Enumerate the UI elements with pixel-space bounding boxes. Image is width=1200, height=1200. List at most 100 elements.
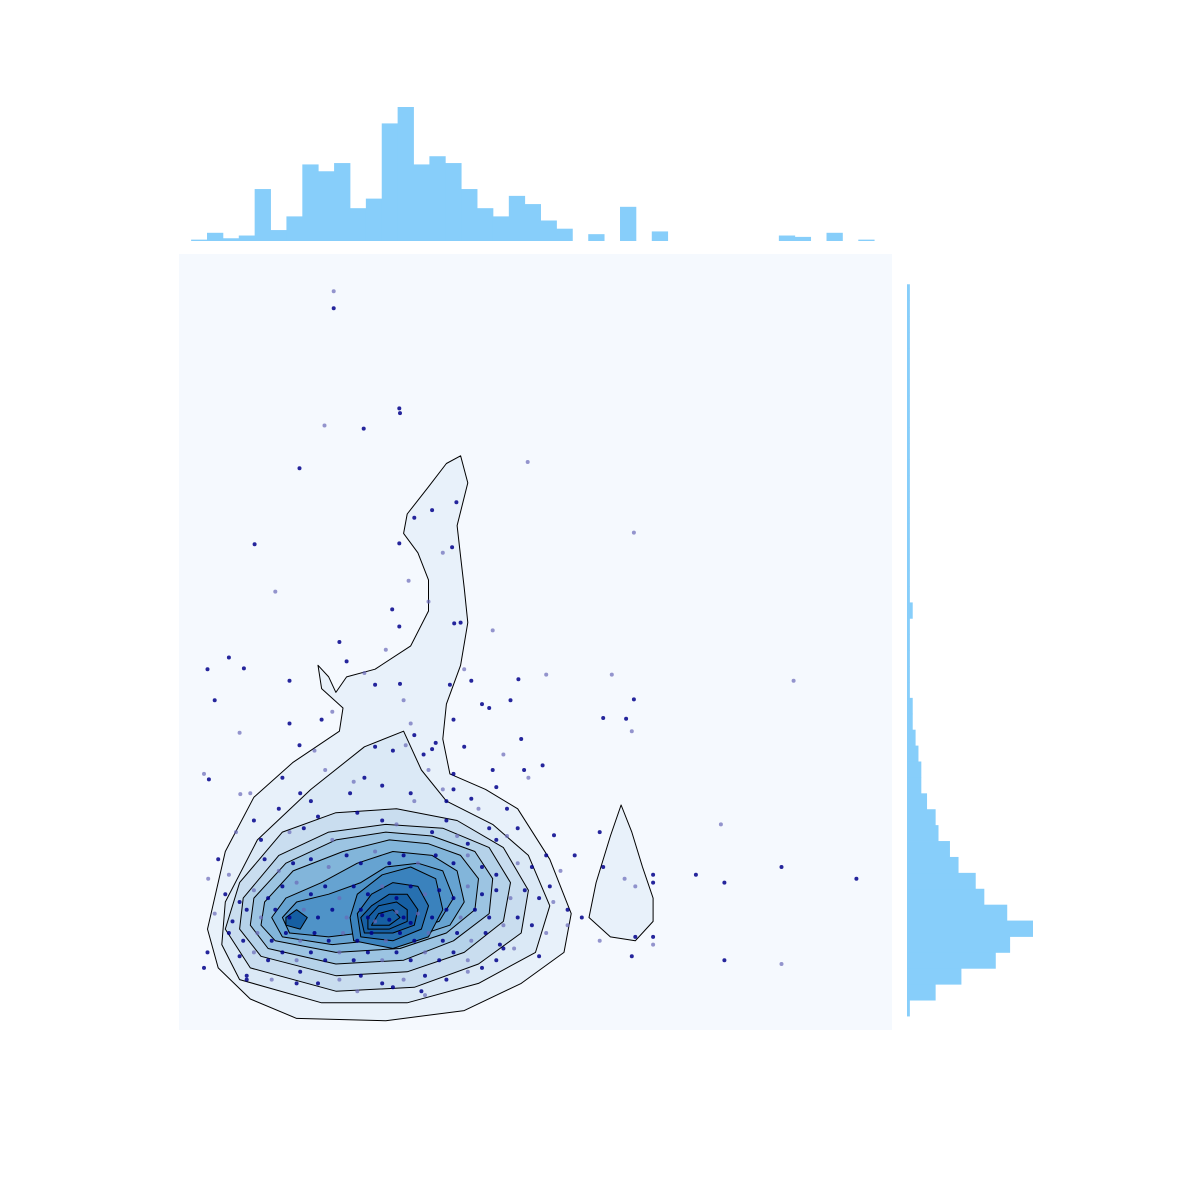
scatter-point — [401, 915, 406, 920]
scatter-point — [451, 717, 456, 722]
scatter-point — [440, 938, 445, 943]
right-histogram-bar — [907, 522, 910, 540]
scatter-point — [854, 876, 859, 881]
scatter-point — [398, 931, 402, 935]
scatter-point — [529, 865, 534, 869]
right-histogram-bar — [907, 1000, 910, 1017]
scatter-point — [552, 833, 556, 838]
scatter-point — [490, 628, 495, 633]
scatter-point — [437, 958, 442, 963]
scatter-point — [430, 830, 435, 835]
scatter-point — [480, 702, 484, 707]
scatter-point — [551, 900, 556, 904]
scatter-point — [412, 799, 417, 804]
scatter-point — [722, 958, 727, 963]
right-histogram-bar — [907, 856, 959, 874]
right-histogram-bar — [907, 888, 985, 906]
scatter-point — [294, 958, 299, 963]
scatter-point — [394, 950, 399, 955]
scatter-point — [362, 775, 367, 780]
scatter-point — [408, 884, 413, 889]
scatter-point — [308, 892, 313, 897]
top-histogram-bar — [477, 208, 494, 241]
scatter-point — [365, 950, 370, 955]
scatter-point — [515, 915, 520, 920]
scatter-point — [515, 861, 520, 866]
scatter-point — [273, 589, 278, 594]
top-histogram-bar — [794, 236, 812, 241]
scatter-point — [337, 950, 342, 955]
scatter-point — [508, 698, 513, 703]
scatter-point — [373, 744, 378, 749]
scatter-point — [412, 515, 417, 520]
scatter-point — [308, 799, 313, 804]
right-histogram-bar — [907, 602, 913, 619]
scatter-point — [444, 907, 449, 912]
scatter-point — [631, 530, 636, 535]
right-histogram-bar — [907, 411, 910, 428]
scatter-point — [505, 806, 509, 811]
scatter-point — [408, 791, 413, 796]
right-histogram-bar — [907, 347, 910, 365]
scatter-point — [206, 777, 211, 782]
scatter-point — [403, 743, 408, 748]
scatter-point — [526, 775, 531, 780]
scatter-point — [287, 721, 292, 726]
scatter-point — [365, 915, 370, 920]
scatter-point — [297, 466, 302, 471]
scatter-point — [401, 698, 406, 703]
right-histogram-bar — [907, 379, 910, 397]
scatter-point — [373, 849, 378, 854]
scatter-point — [397, 541, 402, 546]
top-histogram-bar — [826, 232, 843, 241]
scatter-point — [397, 624, 402, 629]
scatter-point — [331, 289, 336, 294]
scatter-point — [415, 861, 420, 866]
scatter-point — [501, 752, 506, 757]
scatter-point — [480, 865, 484, 869]
scatter-point — [259, 915, 263, 920]
right-histogram-bar — [907, 697, 913, 715]
right-histogram-bar — [907, 331, 910, 349]
scatter-point — [251, 888, 256, 893]
scatter-point — [273, 907, 278, 912]
right-histogram-bar — [907, 968, 962, 985]
scatter-point — [515, 826, 520, 831]
scatter-point — [369, 931, 374, 935]
right-histogram-bar — [907, 729, 916, 746]
scatter-point — [291, 861, 296, 866]
scatter-point — [380, 958, 385, 963]
scatter-point — [312, 748, 317, 753]
scatter-point — [323, 884, 328, 889]
scatter-point — [444, 977, 449, 982]
right-histogram-bar — [907, 618, 910, 635]
scatter-point — [558, 868, 563, 873]
top-histogram-bar — [318, 171, 335, 241]
scatter-point — [298, 969, 303, 974]
scatter-point — [234, 830, 238, 835]
top-histogram-bar — [651, 231, 669, 241]
scatter-point — [462, 667, 467, 672]
scatter-point — [238, 792, 243, 797]
right-histogram-bar — [907, 841, 950, 858]
scatter-point — [452, 621, 457, 626]
scatter-point — [212, 698, 217, 703]
scatter-point — [351, 958, 356, 963]
scatter-point — [266, 958, 271, 963]
scatter-point — [390, 985, 395, 990]
right-histogram-bar — [907, 300, 910, 317]
scatter-point — [344, 915, 349, 920]
scatter-point — [226, 931, 231, 935]
scatter-point — [423, 973, 427, 978]
scatter-point — [358, 907, 363, 912]
scatter-point — [323, 768, 328, 772]
scatter-point — [455, 931, 460, 935]
right-histogram-bar — [907, 936, 1011, 953]
scatter-point — [205, 950, 210, 955]
scatter-point — [380, 818, 385, 823]
right-histogram-bar — [907, 777, 922, 794]
scatter-point — [202, 965, 206, 970]
scatter-point — [437, 888, 442, 893]
scatter-point — [312, 931, 317, 935]
